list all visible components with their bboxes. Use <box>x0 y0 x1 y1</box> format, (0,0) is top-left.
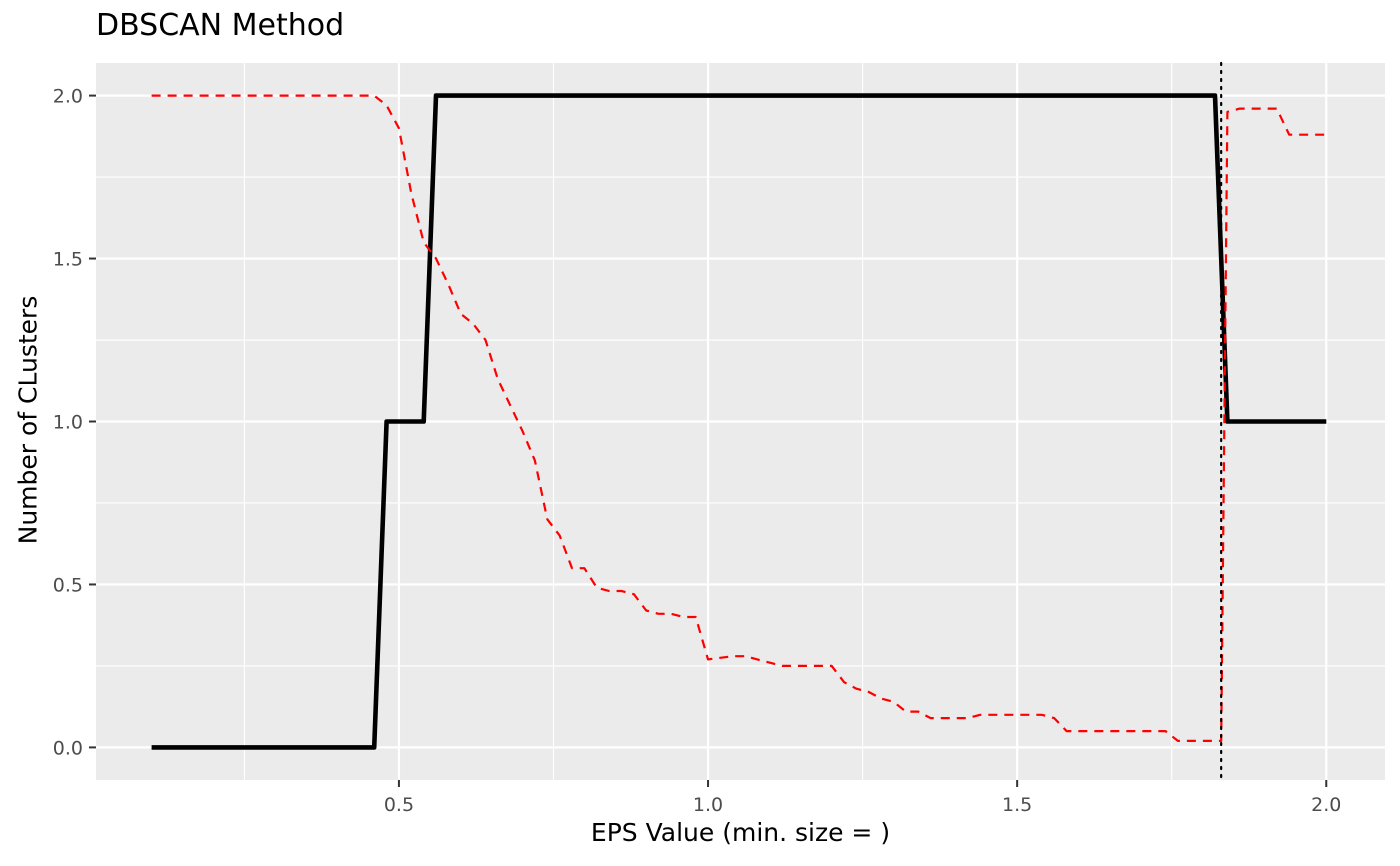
y-tick-label: 0.5 <box>53 574 83 596</box>
x-tick-label: 2.0 <box>1311 794 1341 816</box>
y-tick-label: 2.0 <box>53 86 83 108</box>
x-tick-label: 1.0 <box>693 794 723 816</box>
y-tick-label: 1.0 <box>53 412 83 434</box>
x-tick-label: 1.5 <box>1002 794 1032 816</box>
x-axis-label: EPS Value (min. size = ) <box>590 818 891 847</box>
series-line-dashed <box>151 94 1327 743</box>
x-axis-ticks: 0.5 1.0 1.5 2.0 <box>384 780 1341 816</box>
chart-title: DBSCAN Method <box>96 8 345 43</box>
y-axis-ticks: 0.0 0.5 1.0 1.5 2.0 <box>53 86 96 759</box>
series-layer <box>151 93 1327 750</box>
y-tick-label: 0.0 <box>53 737 83 759</box>
x-tick-label: 0.5 <box>384 794 414 816</box>
y-tick-label: 1.5 <box>53 249 83 271</box>
